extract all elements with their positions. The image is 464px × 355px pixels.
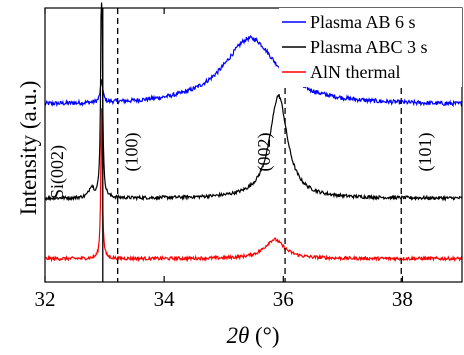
peak-label: Si(002) (47, 145, 68, 199)
x-tick-label: 36 (273, 287, 294, 311)
peak-label: (101) (415, 133, 436, 172)
legend-label: Plasma ABC 3 s (310, 37, 428, 57)
series-line (44, 108, 463, 263)
x-tick-label: 34 (154, 287, 176, 311)
x-tick-label: 38 (392, 287, 413, 311)
series-layer (44, 2, 463, 263)
y-axis-title: Intensity (a.u.) (16, 81, 41, 216)
series-line (44, 2, 463, 202)
legend-label: Plasma AB 6 s (310, 12, 416, 32)
peak-label: (100) (122, 133, 143, 172)
x-tick-label: 32 (35, 287, 56, 311)
peak-label: (002) (254, 133, 275, 172)
plot-frame (44, 7, 463, 283)
legend-box (279, 8, 462, 87)
legend-label: AlN thermal (310, 62, 400, 82)
series-line (44, 34, 463, 108)
x-axis-title: 2θ (°) (226, 323, 279, 348)
x-axis: 32 34 36 38 (35, 8, 413, 311)
legend: Plasma AB 6 s Plasma ABC 3 s AlN thermal (279, 8, 462, 87)
